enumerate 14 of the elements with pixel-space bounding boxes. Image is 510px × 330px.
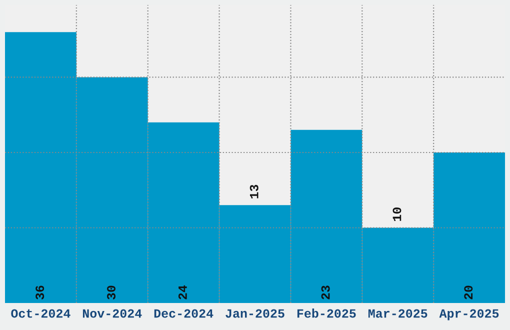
x-tick-label: Oct-2024 [11, 309, 70, 318]
data-label: 20 [464, 286, 473, 300]
data-label: 10 [392, 208, 402, 221]
x-tick-label: Apr-2025 [439, 309, 499, 320]
x-tick-label: Mar-2025 [368, 309, 428, 318]
data-label: 13 [250, 184, 258, 198]
data-label: 24 [178, 285, 187, 300]
x-tick-label: Nov-2024 [82, 309, 142, 318]
x-tick-label: Dec-2024 [154, 309, 214, 318]
data-label: 23 [321, 286, 330, 300]
x-tick-label: Feb-2025 [297, 308, 356, 318]
data-label: 30 [107, 286, 116, 300]
data-label: 36 [36, 286, 44, 300]
x-tick-label: Jan-2025 [226, 309, 284, 318]
